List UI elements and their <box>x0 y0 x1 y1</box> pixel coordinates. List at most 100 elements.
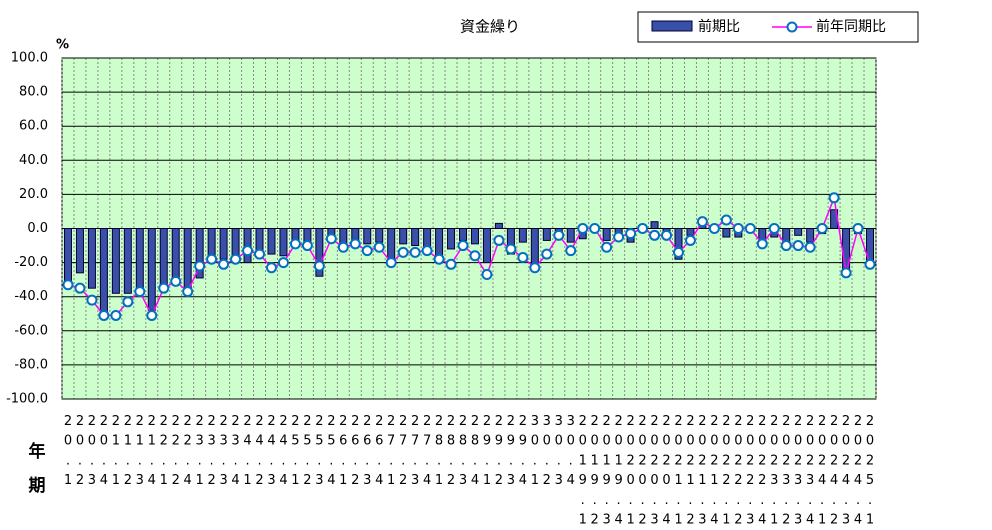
legend-swatch <box>651 20 693 32</box>
line-marker <box>62 279 74 291</box>
bar <box>63 228 72 284</box>
line-marker <box>230 253 242 265</box>
line-marker <box>517 251 529 263</box>
bar <box>674 228 683 260</box>
bar <box>75 228 84 274</box>
line-marker <box>206 253 218 265</box>
bar <box>470 228 479 245</box>
bar <box>231 228 240 258</box>
line-marker <box>397 246 409 258</box>
line-marker <box>864 258 876 270</box>
line-marker <box>170 275 182 287</box>
bar <box>411 228 420 247</box>
y-tick-label: -40.0 <box>14 289 48 304</box>
line-marker <box>493 234 505 246</box>
bar <box>195 228 204 279</box>
line-marker <box>361 245 373 257</box>
line-marker <box>684 234 696 246</box>
bar <box>147 228 156 311</box>
line-marker <box>720 214 732 226</box>
line-marker <box>194 260 206 272</box>
bar <box>339 228 348 245</box>
legend-label: 前年同期比 <box>816 18 886 35</box>
line-marker <box>696 216 708 228</box>
bar <box>399 228 408 245</box>
line-marker <box>649 229 661 241</box>
bar <box>363 228 372 245</box>
line-marker <box>325 233 337 245</box>
line-marker <box>577 223 589 234</box>
line-marker <box>613 231 625 243</box>
line-marker <box>289 238 301 250</box>
line-marker <box>732 223 744 234</box>
x-axis-label: 期 <box>29 476 46 496</box>
line-marker <box>661 229 673 241</box>
line-marker <box>445 258 457 270</box>
line-marker <box>637 223 649 234</box>
bar <box>530 228 539 267</box>
bar <box>159 228 168 286</box>
line-marker <box>625 228 637 240</box>
bar <box>375 228 384 243</box>
line-marker <box>505 243 517 255</box>
line-marker <box>840 267 852 279</box>
y-tick-label: 60.0 <box>19 119 48 134</box>
line-marker <box>349 238 361 250</box>
line-marker <box>242 245 254 257</box>
bar <box>650 221 659 229</box>
line-marker <box>158 282 170 294</box>
y-tick-label: -100.0 <box>6 392 48 407</box>
line-marker <box>98 309 110 321</box>
line-marker <box>768 223 780 234</box>
line-marker <box>313 260 325 272</box>
line-marker <box>134 286 146 298</box>
line-marker <box>373 241 385 253</box>
legend-label: 前期比 <box>698 18 740 35</box>
line-marker <box>756 238 768 250</box>
line-marker <box>792 240 804 252</box>
bar <box>518 228 527 243</box>
x-axis-label: 年 <box>29 441 46 462</box>
y-tick-label: 40.0 <box>19 153 48 168</box>
y-unit: % <box>56 38 69 53</box>
line-marker <box>385 257 397 269</box>
bar <box>279 228 288 257</box>
